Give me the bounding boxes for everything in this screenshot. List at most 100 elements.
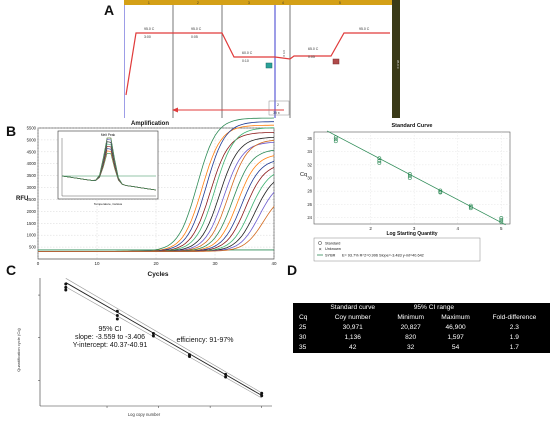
step4-time: 0:05 [308, 55, 315, 59]
melt-peak-curve [61, 137, 157, 191]
loop-box [268, 100, 290, 116]
intercept-range: Y-intercept: 40.37-40.91 [73, 342, 148, 349]
protocol-end-bar [392, 0, 400, 118]
panel-c-xlabel: Log copy number [128, 412, 161, 417]
c-data-point [151, 334, 155, 338]
std-data-point [468, 206, 473, 211]
table-row: 30 1,136 820 1,597 1.9 [293, 333, 550, 343]
panel-a-label: A [104, 2, 115, 18]
step1-temp: 95.0 C [144, 27, 155, 31]
standard-curve-chart: Standard Curve Cq Log Starting Quantity … [300, 123, 511, 262]
c-data-point [260, 391, 264, 395]
table-cell: 25 [293, 323, 317, 333]
table-row: 35 42 32 54 1.7 [293, 343, 550, 353]
std-y-tick-label: 24 [307, 215, 312, 220]
std-data-point [499, 218, 504, 222]
table-row: 25 30,971 20,827 46,900 2.3 [293, 323, 550, 333]
std-data-point [438, 189, 443, 194]
std-data-point [499, 216, 504, 220]
amp-x-tick-label: 20 [153, 261, 159, 266]
loop-label: 2 [277, 103, 279, 107]
header-top-cell: 95% CI range [388, 303, 479, 313]
panel-d-label: D [287, 262, 298, 278]
amplification-ylabel: RFU [16, 196, 28, 202]
header-cell: Maximum [432, 313, 479, 323]
loop-arrow-head [172, 107, 178, 113]
legend-equation: E= 93.7% R^2=0.996 Slope=-3.483 y-int=40… [342, 254, 424, 258]
legend-standard: Standard [325, 242, 340, 246]
std-data-point [333, 139, 338, 144]
std-x-tick-label: 4 [456, 226, 459, 231]
temperature-profile [125, 32, 390, 96]
std-data-point [499, 220, 504, 224]
segment-number-1: 1 [148, 1, 150, 5]
c-data-point [260, 394, 264, 398]
c-data-point [151, 331, 155, 335]
table-cell: 20,827 [388, 323, 433, 333]
header-top-cell [293, 303, 317, 313]
amp-y-tick-label: 2000 [27, 209, 37, 214]
std-data-point [333, 135, 338, 140]
amp-y-tick-label: 5000 [27, 137, 37, 142]
header-top-cell [478, 303, 550, 313]
table-cell: 1.7 [478, 343, 550, 353]
header-cell: Cq [293, 313, 317, 323]
legend-series: SYBR [325, 254, 336, 258]
step3-time: 0:10 [242, 59, 249, 63]
header-cell: Coy number [316, 313, 389, 323]
melt-inset-frame [57, 130, 159, 200]
amplification-curve [38, 206, 275, 252]
amp-y-tick-label: 4500 [27, 149, 37, 154]
step1-time: 3:00 [144, 35, 151, 39]
std-data-point [407, 176, 412, 180]
protocol-background [124, 0, 400, 118]
std-y-tick-label: 34 [307, 149, 312, 154]
melt-inset-title: Melt Peak [101, 133, 116, 137]
table-cell: 35 [293, 343, 317, 353]
amp-y-tick-label: 3500 [27, 173, 37, 178]
slope-range: slope: -3.559 to -3.406 [75, 334, 145, 341]
standard-curve-title: Standard Curve [392, 123, 433, 129]
melt-inset-xlabel: Temperature, Celsius [94, 202, 123, 206]
table-cell: 1,597 [432, 333, 479, 343]
std-data-point [377, 156, 382, 161]
table-cell: 820 [388, 333, 433, 343]
std-data-point [407, 172, 412, 176]
legend-unknown-marker: ✕ [319, 247, 323, 252]
ci-title: 95% CI [99, 326, 122, 333]
protocol-top-bar [124, 0, 392, 5]
c-data-point [115, 317, 119, 321]
amp-y-tick-label: 4000 [27, 161, 37, 166]
c-ci-line [65, 278, 262, 394]
c-fit-line [65, 282, 262, 396]
std-y-tick-label: 36 [307, 136, 312, 141]
segment-number-4: 4 [282, 1, 284, 5]
c-data-point [224, 375, 228, 379]
step4-temp: 65.0 C [308, 47, 319, 51]
table-header: Cq Coy number Minimum Maximum Fold-diffe… [293, 313, 550, 323]
legend-standard-marker [318, 241, 322, 245]
std-data-point [438, 188, 443, 193]
amp-x-tick-label: 10 [94, 261, 100, 266]
std-y-tick-label: 30 [307, 176, 312, 181]
table-header-top: Standard curve 95% CI range [293, 303, 550, 313]
legend-frame [313, 237, 481, 262]
std-x-tick-label: 2 [369, 226, 372, 231]
camera-icon-2 [332, 58, 340, 65]
c-ci-line [65, 286, 262, 399]
table-cell: 46,900 [432, 323, 479, 333]
table-cell: 30,971 [316, 323, 389, 333]
step2-temp: 95.0 C [191, 27, 202, 31]
c-data-point [115, 314, 119, 318]
c-data-point [115, 309, 119, 313]
amp-x-tick-label: 40 [271, 261, 277, 266]
amp-y-tick-label: 2500 [27, 197, 37, 202]
step5-temp: 95.0 C [359, 27, 370, 31]
std-data-point [468, 205, 473, 209]
step2-time: 0:05 [191, 35, 198, 39]
std-data-point [377, 159, 382, 163]
amp-x-tick-label: 30 [212, 261, 218, 266]
amp-y-tick-label: 5500 [27, 126, 37, 131]
amplification-title: Amplification [131, 121, 169, 127]
c-data-point [188, 355, 192, 359]
